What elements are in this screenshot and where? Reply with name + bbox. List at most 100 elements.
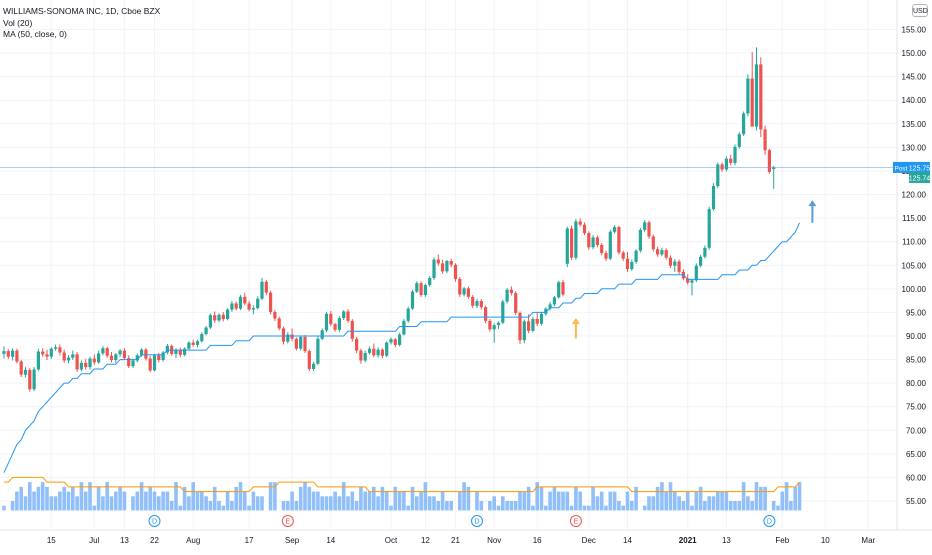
candle [221, 311, 225, 322]
candle [260, 277, 264, 301]
candle-body [286, 334, 290, 342]
candle [419, 281, 423, 297]
volume-bar [522, 491, 527, 511]
event-marker[interactable]: D [763, 515, 776, 527]
volume-bar [548, 491, 552, 511]
candle-body [217, 314, 221, 321]
event-marker[interactable]: E [281, 515, 294, 527]
candle [135, 353, 139, 363]
volume-bar [711, 496, 716, 511]
ma-indicator-label[interactable]: MA (50, close, 0) [3, 29, 67, 39]
candle [410, 289, 415, 311]
volume-bar [200, 491, 204, 511]
currency-button[interactable]: USD [912, 4, 928, 17]
candle-body [535, 319, 539, 324]
candle [28, 368, 32, 392]
candle-body [432, 259, 436, 278]
candle-body [574, 221, 578, 258]
candle-body [591, 237, 595, 248]
candle-body [97, 353, 101, 363]
volume-bar [393, 486, 398, 511]
candle-body [415, 283, 419, 292]
event-marker-letter: E [285, 519, 290, 526]
candle [621, 250, 625, 262]
event-marker[interactable]: D [148, 515, 161, 527]
candle-body [505, 289, 509, 302]
candle [742, 111, 746, 137]
volume-bar [587, 505, 591, 511]
candle [217, 313, 221, 323]
volume-bar [703, 501, 707, 511]
price-tick-label: 70.00 [906, 426, 927, 435]
candle-body [514, 293, 518, 313]
candle [699, 254, 703, 268]
candle-body [707, 209, 711, 248]
volume-bar [359, 486, 363, 511]
candle-body [62, 352, 66, 361]
volume-indicator-label[interactable]: Vol (20) [3, 17, 33, 28]
candle [23, 367, 28, 378]
candle [415, 281, 419, 294]
candle-body [389, 339, 393, 343]
price-tags: Post 125.75 125.74 [893, 161, 930, 183]
volume-bar [311, 491, 316, 511]
candle-body [312, 363, 316, 369]
price-tick-label: 95.00 [906, 308, 927, 317]
candle [79, 360, 83, 372]
candle [183, 347, 187, 357]
candle-body [419, 283, 423, 295]
candle-body [750, 78, 754, 127]
candle [673, 259, 677, 272]
candle-body [376, 349, 380, 356]
candle-body [522, 321, 526, 341]
volume-bar [363, 491, 367, 511]
candle [58, 344, 62, 356]
volume-bar [660, 482, 664, 511]
candle-body [561, 282, 565, 295]
candle-body [647, 222, 651, 237]
event-marker[interactable]: E [569, 515, 582, 527]
candle [492, 323, 496, 343]
candle [359, 348, 363, 364]
candle [539, 311, 544, 326]
candle [324, 311, 329, 333]
candle-body [183, 348, 187, 355]
candle [625, 252, 630, 272]
candle-body [595, 237, 599, 245]
volume-bar [496, 505, 501, 511]
volume-bar [750, 501, 754, 511]
candle [195, 339, 200, 348]
volume-bar [673, 491, 677, 511]
candle [514, 291, 518, 316]
volume-bar [2, 505, 6, 511]
candle-body [320, 330, 324, 339]
volume-bar [341, 482, 346, 511]
candle-body [544, 308, 548, 314]
event-marker[interactable]: D [471, 515, 483, 527]
volume-bar [329, 496, 333, 511]
candle-body [453, 264, 458, 279]
symbol-title[interactable]: WILLIAMS-SONOMA INC, 1D, Cboe BZX [3, 6, 161, 16]
candle-body [208, 315, 212, 328]
time-tick-label: 17 [245, 536, 254, 545]
volume-bar [462, 482, 466, 511]
volume-bar [561, 491, 565, 511]
candle-body [36, 351, 40, 370]
candle [600, 243, 604, 256]
candle [329, 310, 333, 327]
volume-bar [36, 486, 41, 511]
volume-bar [737, 501, 742, 511]
volume-bar [286, 501, 290, 511]
candle [509, 286, 513, 296]
candle-body [247, 303, 251, 310]
candle-body [195, 341, 200, 345]
candle [264, 279, 268, 296]
candle-body [260, 281, 264, 299]
candle-body [299, 336, 303, 349]
candle [41, 348, 45, 357]
post-price-tag-bg [909, 161, 930, 173]
candle-body [733, 146, 737, 163]
volume-bar [66, 491, 71, 511]
